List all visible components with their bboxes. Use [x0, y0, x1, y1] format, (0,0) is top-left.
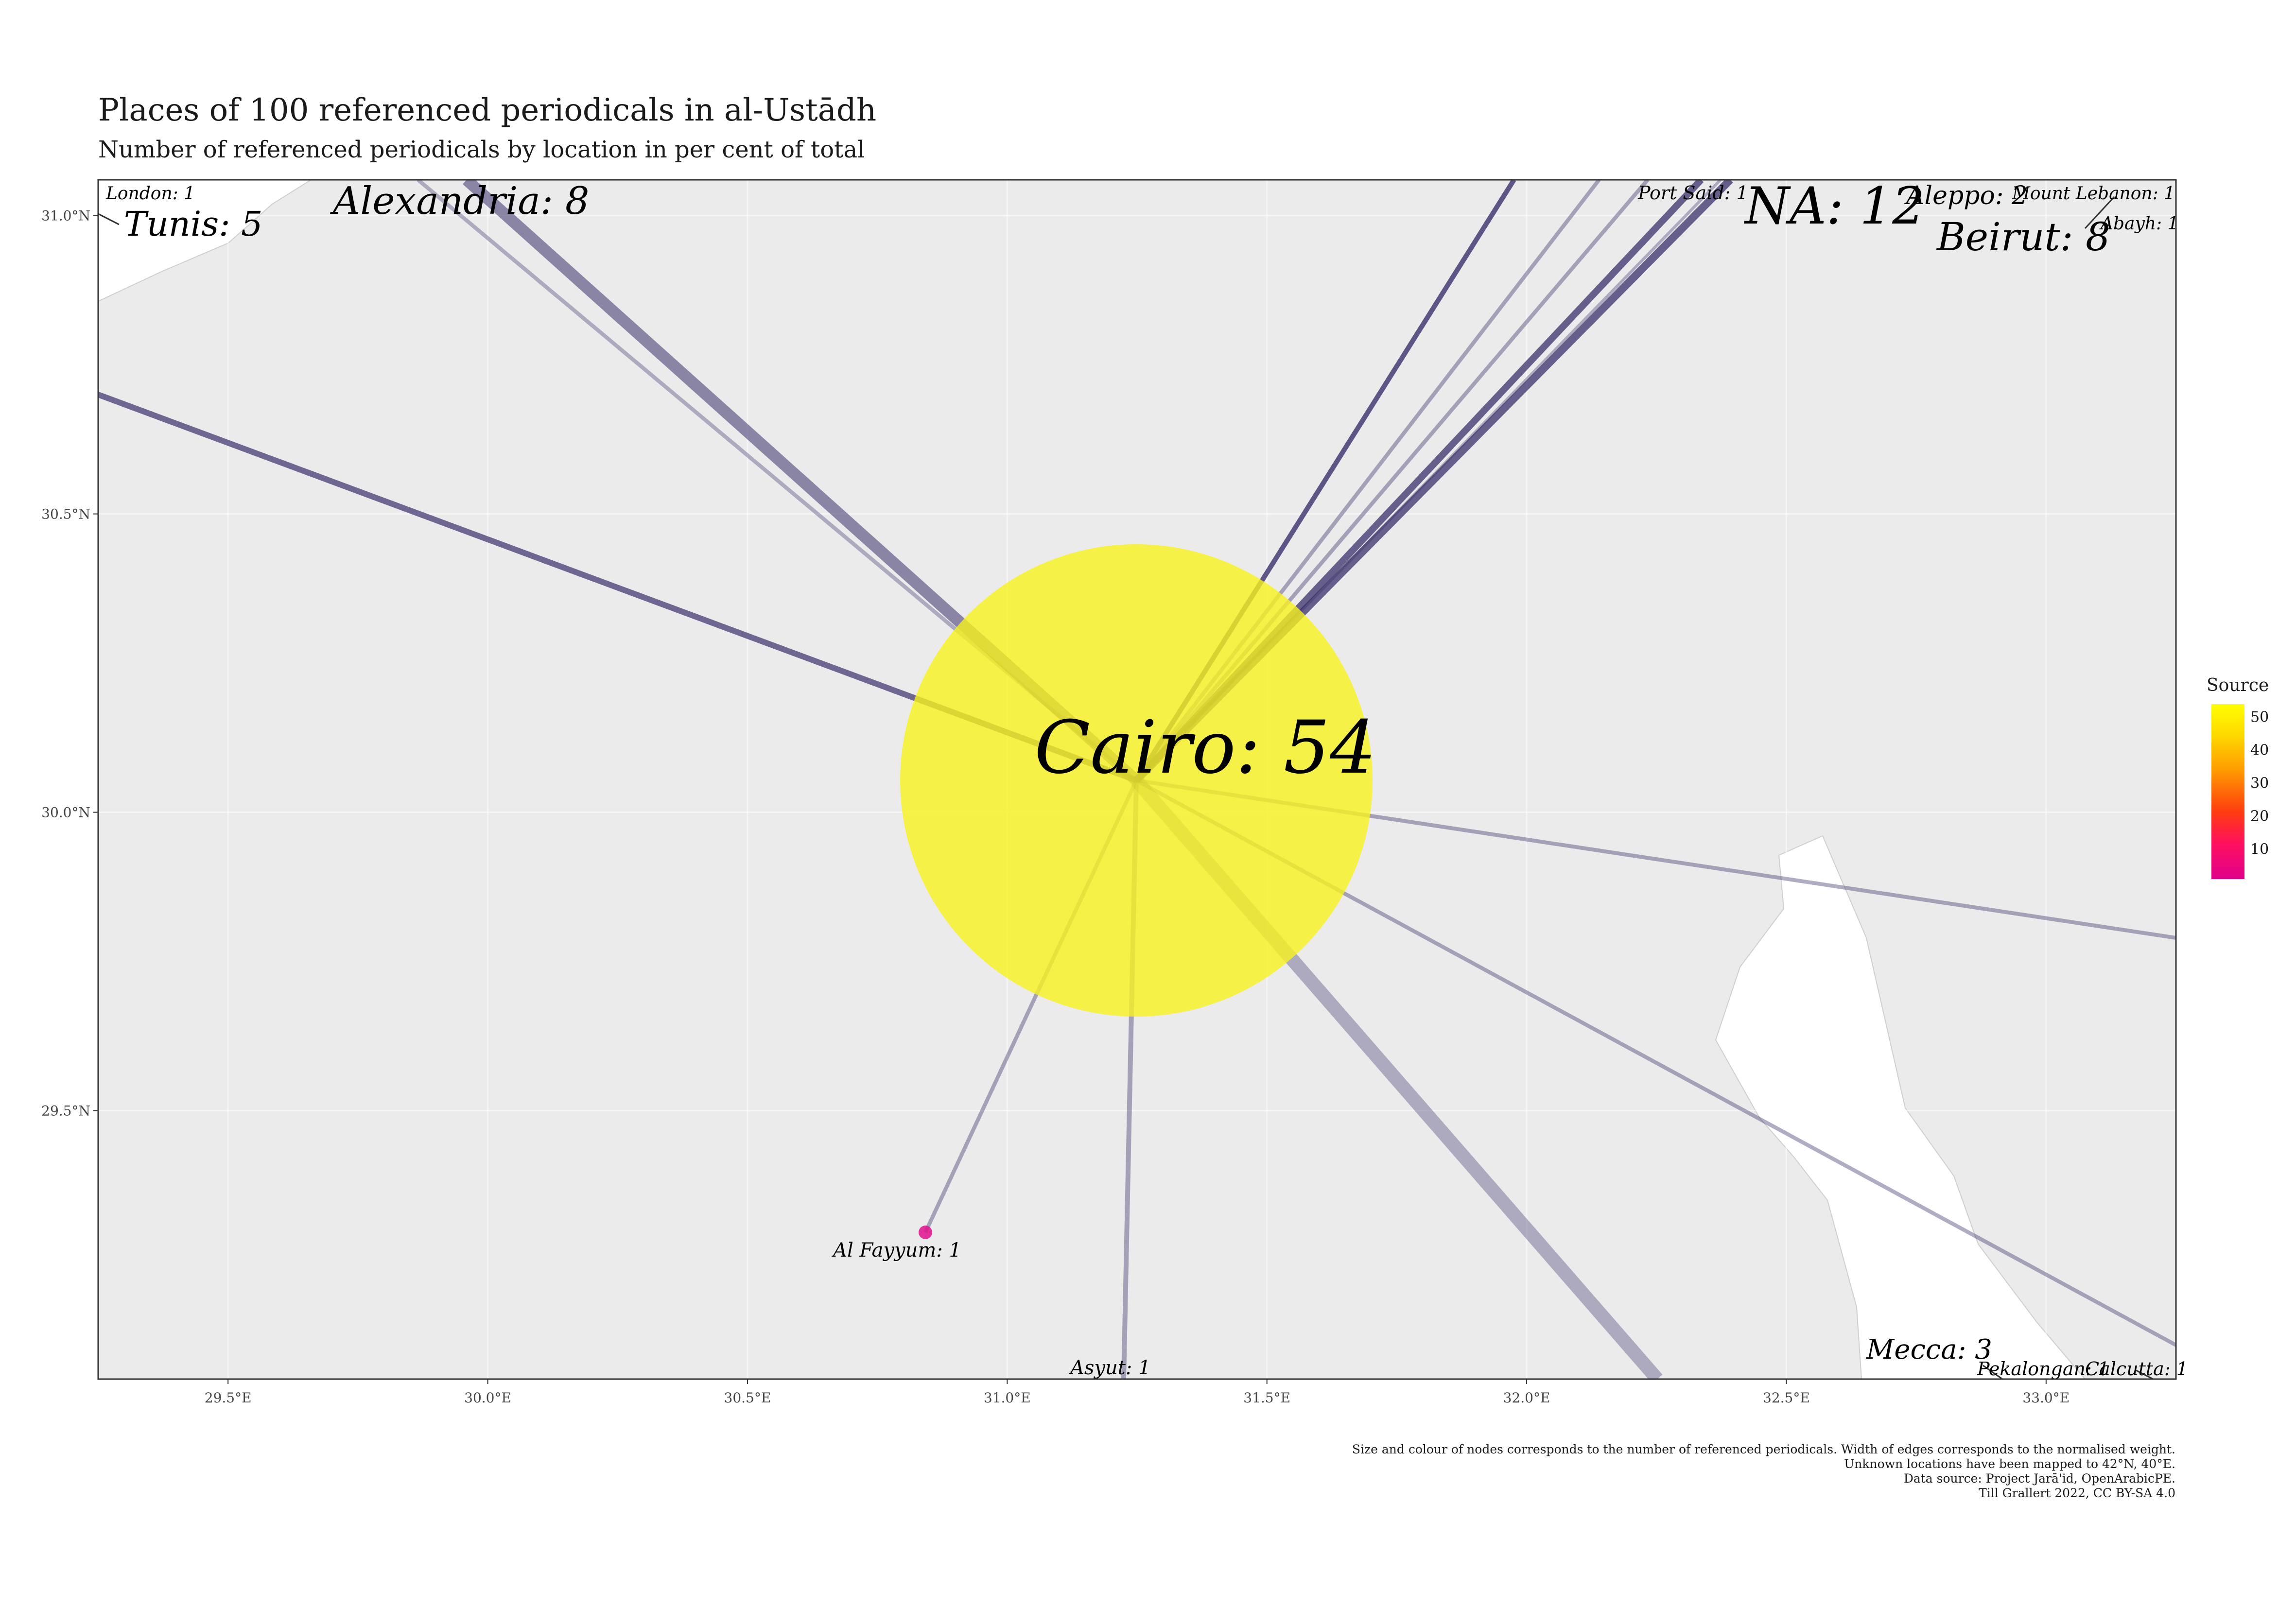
y-tick-label: 31.0°N [41, 208, 90, 224]
fayyum-node [919, 1226, 932, 1239]
cairo-node [900, 544, 1373, 1017]
map-subtitle: Number of referenced periodicals by loca… [98, 136, 865, 163]
label-beirut: Beirut: 8 [1936, 214, 2110, 259]
caption-line-2: Unknown locations have been mapped to 42… [1844, 1457, 2175, 1471]
caption-line-3: Data source: Project Jarā'id, OpenArabic… [1903, 1471, 2175, 1486]
x-tick-label: 32.5°E [1763, 1390, 1810, 1406]
legend-body: 50 40 30 20 10 [2207, 704, 2269, 879]
label-asyut: Asyut: 1 [1068, 1357, 1151, 1379]
legend-tick-label: 10 [2250, 841, 2269, 858]
x-tick-label: 29.5°E [205, 1390, 252, 1406]
x-tick-label: 30.5°E [724, 1390, 771, 1406]
label-mount-lebanon: Mount Lebanon: 1 [2012, 184, 2175, 204]
label-al-fayyum: Al Fayyum: 1 [831, 1239, 961, 1261]
legend-title: Source [2207, 675, 2269, 695]
x-tick-label: 30.0°E [464, 1390, 511, 1406]
label-aleppo: Aleppo: 2 [1904, 181, 2028, 210]
caption-line-4: Till Grallert 2022, CC BY-SA 4.0 [1979, 1486, 2175, 1500]
grid-lines [98, 180, 2176, 1379]
label-tunis: Tunis: 5 [124, 204, 263, 244]
label-leader-lines [98, 196, 2154, 1380]
map-title: Places of 100 referenced periodicals in … [98, 92, 877, 128]
colour-legend: Source 50 40 30 20 10 [2207, 675, 2269, 879]
legend-tick-label: 30 [2250, 775, 2269, 792]
label-cairo: Cairo: 54 [1034, 706, 1376, 790]
label-calcutta: Calcutta: 1 [2085, 1358, 2188, 1380]
legend-tick-label: 20 [2250, 808, 2269, 825]
y-tick-label: 30.0°N [41, 805, 90, 821]
y-tick-label: 29.5°N [41, 1103, 90, 1119]
red-sea-shape [1715, 835, 2086, 1379]
x-axis: 29.5°E 30.0°E 30.5°E 31.0°E 31.5°E 32.0°E 32.5… [205, 1379, 2070, 1406]
x-tick-label: 33.0°E [2022, 1390, 2070, 1406]
label-abayh: Abayh: 1 [2099, 214, 2179, 234]
y-tick-label: 30.5°N [41, 506, 90, 522]
label-alexandria: Alexandria: 8 [330, 179, 590, 223]
x-tick-label: 32.0°E [1503, 1390, 1550, 1406]
label-mecca: Mecca: 3 [1866, 1334, 1992, 1365]
x-tick-label: 31.0°E [984, 1390, 1031, 1406]
x-tick-label: 31.5°E [1243, 1390, 1290, 1406]
label-pekalongan: Pekalongan: 1 [1977, 1358, 2109, 1380]
legend-tick-label: 40 [2250, 742, 2269, 759]
label-london: London: 1 [105, 184, 195, 204]
y-axis: 31.0°N 30.5°N 30.0°N 29.5°N [41, 208, 98, 1119]
label-port-said: Port Said: 1 [1637, 182, 1748, 204]
legend-colour-bar [2211, 704, 2244, 879]
caption: Size and colour of nodes corresponds to … [1009, 1442, 2175, 1501]
label-na: NA: 12 [1743, 176, 1925, 236]
legend-tick-label: 50 [2250, 708, 2269, 726]
place-labels: Cairo: 54 Al Fayyum: 1 London: 1 Tunis: … [105, 176, 2188, 1380]
caption-line-1: Size and colour of nodes corresponds to … [1352, 1442, 2175, 1456]
panel-border [97, 179, 2177, 1380]
